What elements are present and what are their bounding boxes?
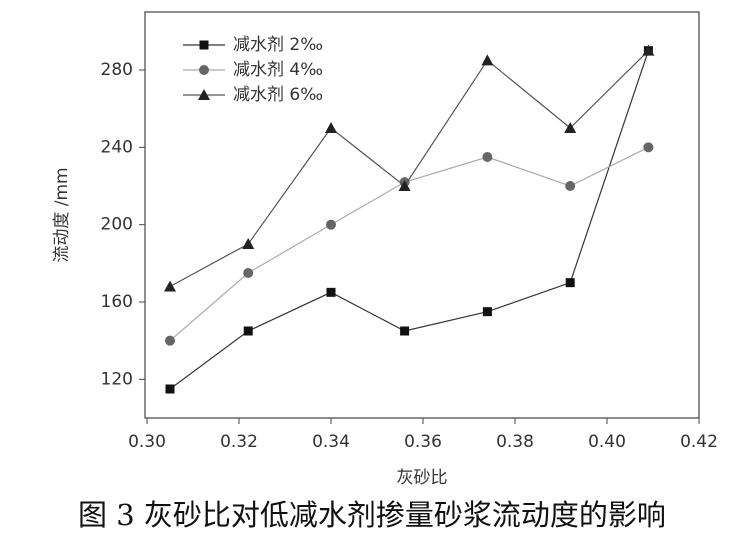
x-tick-label: 0.30 (128, 432, 166, 452)
marker-square (243, 326, 253, 336)
marker-circle (199, 65, 209, 75)
x-tick-label: 0.42 (680, 432, 718, 452)
legend-label: 减水剂 6‰ (233, 85, 323, 105)
marker-triangle (198, 89, 210, 100)
marker-square (565, 278, 575, 288)
series-line (169, 146, 649, 342)
marker-circle (165, 335, 175, 346)
x-axis-label: 灰砂比 (397, 468, 448, 488)
marker-triangle (564, 122, 577, 133)
marker-circle (326, 219, 336, 230)
x-tick-label: 0.40 (588, 432, 626, 452)
marker-triangle (481, 54, 494, 66)
x-tick-label: 0.36 (404, 432, 442, 452)
y-tick-label: 160 (101, 292, 133, 312)
marker-triangle (164, 280, 176, 292)
marker-square (326, 287, 336, 297)
marker-circle (565, 181, 576, 191)
marker-square (482, 307, 492, 317)
x-tick-label: 0.32 (220, 432, 258, 452)
y-tick-label: 280 (101, 60, 133, 80)
legend-label: 减水剂 2‰ (233, 35, 323, 55)
marker-square (165, 384, 175, 394)
marker-circle (243, 268, 254, 278)
marker-square (400, 326, 410, 336)
y-axis-label: 流动度 /mm (52, 167, 72, 262)
marker-square (199, 40, 209, 50)
plot-frame (144, 11, 700, 419)
marker-triangle (642, 44, 655, 56)
marker-circle (482, 152, 493, 162)
marker-triangle (325, 122, 337, 133)
marker-triangle (242, 238, 255, 249)
marker-triangle (398, 180, 411, 191)
marker-circle (643, 142, 654, 153)
x-tick-label: 0.38 (496, 432, 534, 452)
y-tick-label: 240 (101, 137, 133, 157)
caption: 图 3 灰砂比对低减水剂掺量砂浆流动度的影响 (78, 498, 666, 532)
x-tick-label: 0.34 (312, 432, 350, 452)
y-tick-label: 200 (101, 215, 133, 235)
y-tick-label: 120 (101, 369, 133, 389)
legend-label: 减水剂 4‰ (233, 60, 323, 80)
